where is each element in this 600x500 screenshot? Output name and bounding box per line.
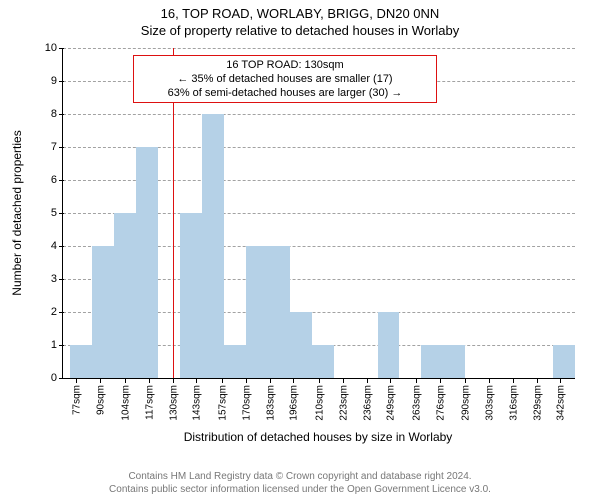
annotation-line: ← 35% of detached houses are smaller (17… xyxy=(140,72,430,86)
x-tick-mark xyxy=(513,378,514,383)
x-tick-mark xyxy=(125,378,126,383)
x-tick-label: 104sqm xyxy=(119,385,132,421)
x-tick-mark xyxy=(196,378,197,383)
footer-line1: Contains HM Land Registry data © Crown c… xyxy=(0,470,600,483)
histogram-bar xyxy=(246,246,268,378)
y-tick-label: 9 xyxy=(51,75,63,87)
histogram-bar xyxy=(268,246,290,378)
histogram-bar xyxy=(180,213,202,378)
histogram-bar xyxy=(290,312,312,378)
x-tick-mark xyxy=(76,378,77,383)
histogram-bar xyxy=(312,345,334,378)
x-tick-mark xyxy=(246,378,247,383)
x-tick-label: 183sqm xyxy=(263,385,276,421)
grid-line xyxy=(63,114,575,115)
x-tick-mark xyxy=(293,378,294,383)
y-tick-label: 2 xyxy=(51,306,63,318)
x-tick-mark xyxy=(100,378,101,383)
grid-line xyxy=(63,48,575,49)
chart-title-line2: Size of property relative to detached ho… xyxy=(0,21,600,38)
y-tick-label: 3 xyxy=(51,273,63,285)
histogram-bar xyxy=(114,213,136,378)
y-tick-label: 8 xyxy=(51,108,63,120)
x-axis-label: Distribution of detached houses by size … xyxy=(62,430,574,444)
x-tick-label: 303sqm xyxy=(483,385,496,421)
x-tick-label: 342sqm xyxy=(554,385,567,421)
x-tick-label: 210sqm xyxy=(313,385,326,421)
y-tick-label: 1 xyxy=(51,339,63,351)
x-tick-mark xyxy=(173,378,174,383)
x-tick-label: 223sqm xyxy=(336,385,349,421)
x-tick-mark xyxy=(537,378,538,383)
x-tick-label: 170sqm xyxy=(239,385,252,421)
histogram-bar xyxy=(202,114,224,378)
histogram-bar xyxy=(224,345,246,378)
y-tick-label: 10 xyxy=(45,42,63,54)
annotation-line: 63% of semi-detached houses are larger (… xyxy=(140,86,430,100)
x-tick-label: 130sqm xyxy=(166,385,179,421)
x-tick-label: 316sqm xyxy=(506,385,519,421)
x-tick-label: 77sqm xyxy=(69,385,82,415)
histogram-bar xyxy=(136,147,158,378)
x-tick-mark xyxy=(270,378,271,383)
chart-title-line1: 16, TOP ROAD, WORLABY, BRIGG, DN20 0NN xyxy=(0,0,600,21)
x-tick-mark xyxy=(465,378,466,383)
x-tick-label: 196sqm xyxy=(287,385,300,421)
x-tick-label: 236sqm xyxy=(360,385,373,421)
x-tick-mark xyxy=(560,378,561,383)
x-tick-mark xyxy=(416,378,417,383)
x-tick-mark xyxy=(319,378,320,383)
histogram-bar xyxy=(70,345,92,378)
chart-container: 16, TOP ROAD, WORLABY, BRIGG, DN20 0NN S… xyxy=(0,0,600,500)
x-tick-label: 117sqm xyxy=(142,385,155,420)
x-tick-label: 329sqm xyxy=(530,385,543,421)
histogram-bar xyxy=(553,345,575,378)
histogram-bar xyxy=(378,312,400,378)
x-tick-label: 263sqm xyxy=(409,385,422,421)
y-axis-label: Number of detached properties xyxy=(10,48,26,378)
x-tick-label: 90sqm xyxy=(93,385,106,415)
x-tick-mark xyxy=(222,378,223,383)
x-tick-label: 290sqm xyxy=(459,385,472,421)
x-tick-label: 276sqm xyxy=(433,385,446,421)
histogram-bar xyxy=(443,345,465,378)
footer-line2: Contains public sector information licen… xyxy=(0,483,600,496)
footer-text: Contains HM Land Registry data © Crown c… xyxy=(0,470,600,496)
x-tick-mark xyxy=(149,378,150,383)
plot-area: 01234567891077sqm90sqm104sqm117sqm130sqm… xyxy=(62,48,575,379)
x-tick-mark xyxy=(343,378,344,383)
y-tick-label: 7 xyxy=(51,141,63,153)
x-tick-label: 249sqm xyxy=(384,385,397,421)
y-tick-label: 4 xyxy=(51,240,63,252)
x-tick-mark xyxy=(390,378,391,383)
histogram-bar xyxy=(92,246,114,378)
y-tick-label: 0 xyxy=(51,372,63,384)
annotation-line: 16 TOP ROAD: 130sqm xyxy=(140,58,430,72)
histogram-bar xyxy=(421,345,443,378)
x-tick-mark xyxy=(367,378,368,383)
x-tick-mark xyxy=(489,378,490,383)
y-tick-label: 5 xyxy=(51,207,63,219)
x-tick-mark xyxy=(440,378,441,383)
annotation-box: 16 TOP ROAD: 130sqm← 35% of detached hou… xyxy=(133,55,437,104)
x-tick-label: 143sqm xyxy=(190,385,203,421)
x-tick-label: 157sqm xyxy=(216,385,229,421)
y-tick-label: 6 xyxy=(51,174,63,186)
